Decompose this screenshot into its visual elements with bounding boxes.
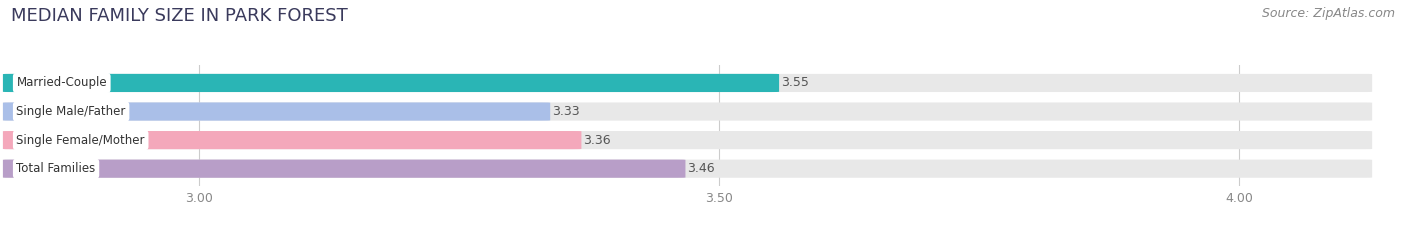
- FancyBboxPatch shape: [3, 103, 550, 121]
- Text: Single Male/Father: Single Male/Father: [17, 105, 125, 118]
- Text: 3.36: 3.36: [583, 134, 612, 147]
- FancyBboxPatch shape: [3, 160, 686, 178]
- Text: Married-Couple: Married-Couple: [17, 76, 107, 89]
- Text: 3.33: 3.33: [553, 105, 579, 118]
- Text: 3.46: 3.46: [688, 162, 716, 175]
- Text: Total Families: Total Families: [17, 162, 96, 175]
- Text: 3.55: 3.55: [782, 76, 808, 89]
- Text: MEDIAN FAMILY SIZE IN PARK FOREST: MEDIAN FAMILY SIZE IN PARK FOREST: [11, 7, 349, 25]
- FancyBboxPatch shape: [3, 74, 779, 92]
- FancyBboxPatch shape: [3, 160, 1372, 178]
- Text: Single Female/Mother: Single Female/Mother: [17, 134, 145, 147]
- FancyBboxPatch shape: [3, 131, 1372, 149]
- FancyBboxPatch shape: [3, 131, 582, 149]
- FancyBboxPatch shape: [3, 103, 1372, 121]
- Text: Source: ZipAtlas.com: Source: ZipAtlas.com: [1261, 7, 1395, 20]
- FancyBboxPatch shape: [3, 74, 1372, 92]
